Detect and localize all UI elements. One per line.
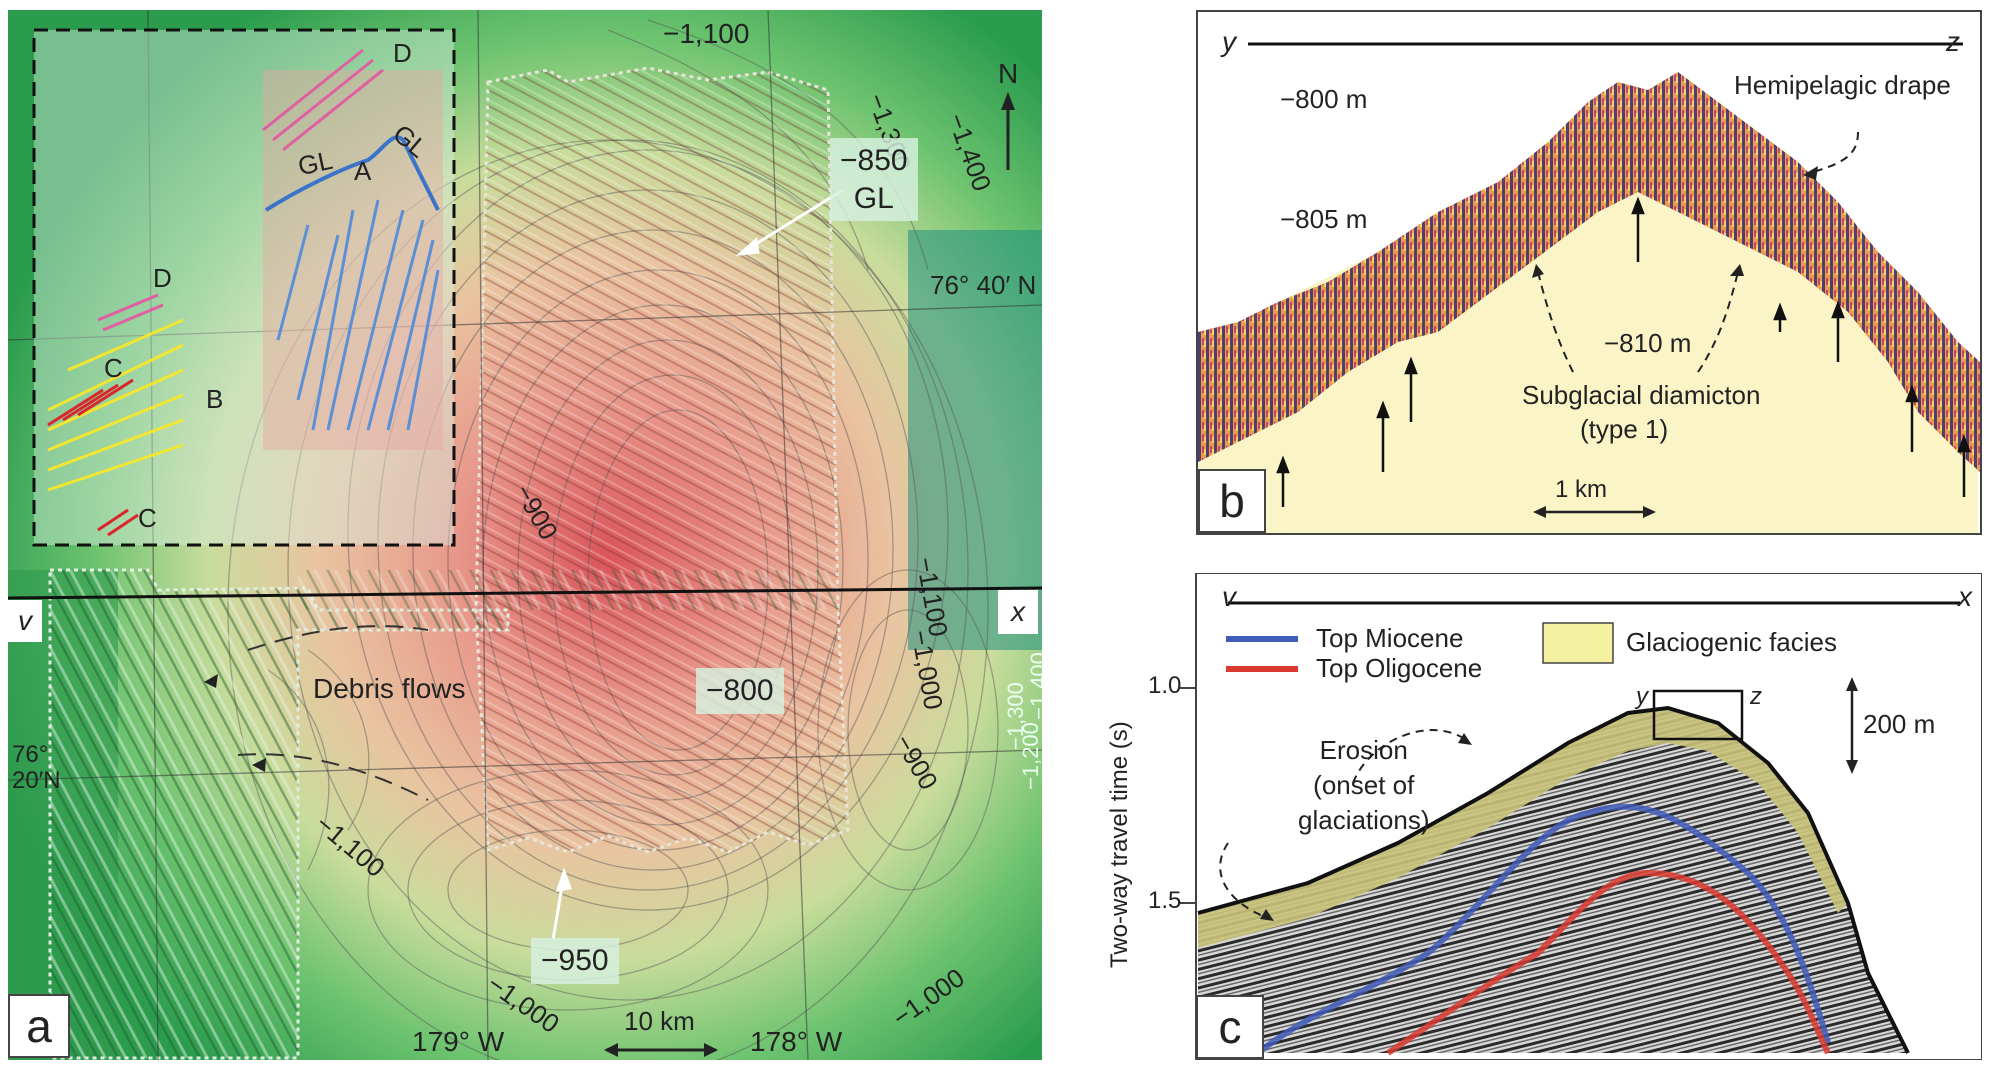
map-panel: −1,100 −1,300 −1,400 −1,100 −1,000 −1,40…	[8, 10, 1042, 1060]
west-swath	[48, 568, 510, 1060]
scale-bar-200m	[1846, 677, 1858, 774]
south-depth-tag: −950	[531, 938, 619, 984]
hemipelagic-drape-label: Hemipelagic drape	[1734, 70, 1951, 100]
profile-b-location-box	[1652, 689, 1744, 741]
y-axis-label: Two-way travel time (s)	[1108, 721, 1133, 968]
seafloor-reflector	[1197, 705, 1910, 1054]
seismic-profile	[1180, 573, 1982, 1060]
inset-label-c: C	[104, 353, 123, 383]
profile-end-x: x	[998, 590, 1038, 634]
diamicton-pointers	[1537, 131, 1859, 373]
scale-bar-10km	[604, 1043, 718, 1057]
seismic-body	[1198, 708, 1908, 1053]
blue-flow-arrows	[276, 199, 440, 431]
inset-label-c: C	[138, 503, 157, 533]
inset-label-a: A	[354, 156, 372, 186]
erosion-label: Erosion (onset of glaciations)	[1298, 733, 1430, 838]
gl-depth-tag: −850 GL	[830, 138, 918, 221]
profile-end-y: y	[1222, 26, 1236, 57]
erosion-line-1: Erosion	[1319, 735, 1408, 765]
red-flow-arrows	[47, 378, 139, 537]
legend-miocene-label: Top Miocene	[1316, 623, 1464, 653]
erosion-line-3: glaciations)	[1298, 805, 1430, 836]
legend-oligocene-label: Top Oligocene	[1316, 653, 1483, 683]
north-label: N	[998, 58, 1019, 89]
sub-bottom-profile	[1198, 42, 1980, 533]
panel-letter-a: a	[8, 994, 70, 1058]
contour-label: −1,200	[1018, 722, 1042, 790]
inset-label-b: B	[206, 384, 224, 414]
profile-line-v-x	[8, 586, 1042, 600]
profile-end-v: v	[8, 600, 42, 642]
top-oligocene-horizon	[1386, 869, 1831, 1056]
pointer-arrows	[551, 188, 844, 941]
latitude-76-20-deg: 76°	[12, 741, 49, 768]
inset-label-d: D	[393, 38, 412, 68]
inset-label-gl: GL	[295, 144, 336, 182]
gl-label: GL	[853, 181, 894, 215]
longitude-179-label: 179° W	[412, 1026, 505, 1057]
central-swath	[474, 66, 850, 854]
profile-end-x: x	[1958, 581, 1972, 612]
depth-label-805: −805 m	[1280, 204, 1368, 234]
profile-end-z: z	[1946, 26, 1960, 57]
grounding-line	[264, 135, 440, 212]
scale-label-1km: 1 km	[1555, 476, 1608, 503]
gl-depth: −850	[840, 144, 908, 177]
diamicton-label: Subglacial diamicton	[1522, 380, 1761, 410]
erosion-line-2: (onset of	[1313, 770, 1415, 801]
graticule	[8, 10, 1042, 1060]
box-label-z: z	[1750, 683, 1762, 710]
legend-glacio-label: Glaciogenic facies	[1626, 627, 1837, 657]
contour-label: −1,400	[1026, 652, 1042, 720]
top-miocene-horizon	[1256, 803, 1831, 1056]
erosion-pointers	[1219, 729, 1469, 919]
profile-end-v: v	[1222, 581, 1236, 612]
inset-label-d: D	[153, 263, 172, 293]
y-tick-1-5: 1.5	[1148, 887, 1182, 914]
diamicton-type-label: (type 1)	[1580, 414, 1669, 444]
debris-flow-paths	[237, 625, 429, 801]
y-tick-1-0: 1.0	[1148, 672, 1182, 699]
latitude-76-20-min: 20′N	[12, 767, 61, 795]
latitude-76-20-label: 76° 20′N	[12, 741, 61, 795]
debris-flows-label: Debris flows	[313, 673, 466, 704]
longitude-178-label: 178° W	[750, 1026, 843, 1057]
yellow-flow-arrows	[47, 318, 184, 492]
center-depth-tag: −800	[696, 668, 784, 714]
scale-label-200m: 200 m	[1863, 709, 1936, 739]
panel-letter-c: c	[1196, 995, 1264, 1059]
pink-flow-arrows	[97, 48, 384, 332]
glaciogenic-facies	[1198, 708, 1848, 948]
sub-bottom-profile-panel: y z −800 m −805 m −810 m Hemipelagic dra…	[1196, 10, 1982, 535]
seismic-profile-panel: v x y z Top Miocene Top Oligocene Glacio…	[1108, 573, 1982, 1060]
diamicton-arrows	[1276, 196, 1971, 507]
latitude-76-40-label: 76° 40′ N	[930, 270, 1037, 300]
legend-glacio-swatch	[1542, 622, 1614, 664]
contour-label: −1,100	[663, 18, 750, 49]
depth-label-810: −810 m	[1604, 328, 1692, 358]
north-arrow	[1001, 92, 1015, 170]
panel-letter-b: b	[1198, 469, 1266, 533]
scale-label-10km: 10 km	[624, 1006, 695, 1036]
box-label-y: y	[1636, 683, 1648, 710]
depth-label-800: −800 m	[1280, 84, 1368, 114]
reflector-band	[1198, 72, 1980, 472]
